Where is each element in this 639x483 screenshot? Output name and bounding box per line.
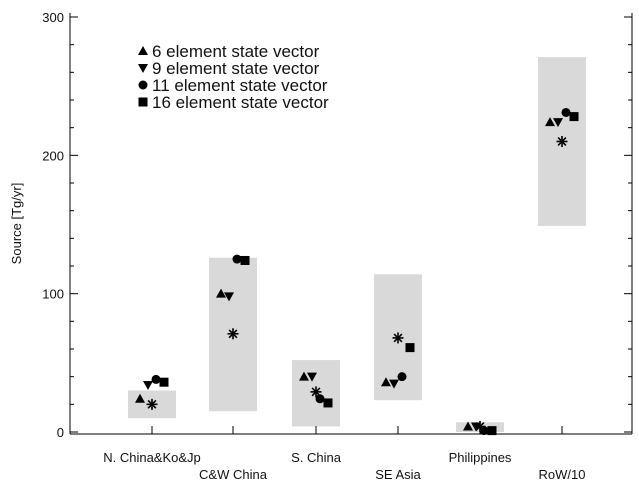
data-markers [135, 107, 579, 436]
legend-marker-triangle-down [138, 64, 148, 73]
point-asterisk-1 [227, 328, 239, 340]
point-triangle-up-0 [135, 393, 145, 403]
point-asterisk-2 [310, 386, 322, 398]
asterisk-stroke [475, 422, 485, 431]
x-tick-label: RoW/10 [539, 467, 586, 482]
point-circle-2 [315, 394, 325, 404]
point-asterisk-5 [556, 136, 568, 147]
point-square-3 [405, 343, 415, 353]
legend-marker-square [138, 97, 148, 107]
legend-label: 9 element state vector [152, 59, 320, 78]
point-triangle-up-4 [463, 421, 473, 431]
y-tick-label: 100 [42, 287, 64, 302]
asterisk-stroke [147, 399, 157, 409]
x-tick-label: S. China [291, 450, 342, 465]
x-tick-label: Philippines [449, 450, 512, 465]
legend-label: 6 element state vector [152, 42, 320, 61]
point-circle-5 [561, 107, 571, 117]
legend-label: 11 element state vector [152, 76, 328, 95]
axes: 0 100 200 300 N. China&Ko&Jp C&W China S. Chin… [9, 10, 633, 482]
asterisk-stroke [393, 333, 403, 343]
point-triangle-up-1 [216, 288, 226, 298]
point-triangle-down-1 [224, 292, 234, 302]
point-triangle-down-5 [553, 118, 563, 128]
y-tick-label: 300 [42, 10, 64, 25]
point-triangle-down-3 [389, 379, 399, 389]
legend-marker-circle [138, 80, 148, 90]
point-circle-1 [232, 254, 242, 264]
asterisk-stroke [311, 387, 321, 397]
point-square-0 [159, 377, 169, 387]
point-triangle-down-2 [307, 372, 317, 382]
point-triangle-up-2 [299, 371, 309, 381]
point-asterisk-0 [146, 398, 158, 410]
point-asterisk-3 [392, 332, 404, 344]
legend-label: 16 element state vector [152, 93, 329, 112]
x-tick-label: C&W China [199, 467, 268, 482]
point-triangle-up-3 [381, 377, 391, 387]
point-square-5 [569, 112, 579, 122]
asterisk-stroke [557, 137, 567, 146]
point-square-4 [487, 426, 497, 436]
y-tick-label: 200 [42, 148, 64, 163]
point-triangle-up-5 [545, 117, 555, 127]
x-tick-label: N. China&Ko&Jp [103, 450, 201, 465]
asterisk-stroke [228, 329, 238, 339]
point-circle-3 [397, 372, 407, 382]
y-axis-label: Source [Tg/yr] [9, 183, 24, 265]
point-triangle-down-0 [143, 380, 153, 390]
legend-marker-triangle-up [138, 46, 148, 55]
point-circle-0 [151, 374, 161, 384]
x-tick-label: SE Asia [375, 467, 421, 482]
y-tick-label: 0 [57, 425, 64, 440]
point-asterisk-4 [474, 420, 486, 432]
point-square-2 [323, 398, 333, 408]
point-square-1 [240, 255, 250, 265]
uncertainty-boxes [128, 57, 586, 432]
